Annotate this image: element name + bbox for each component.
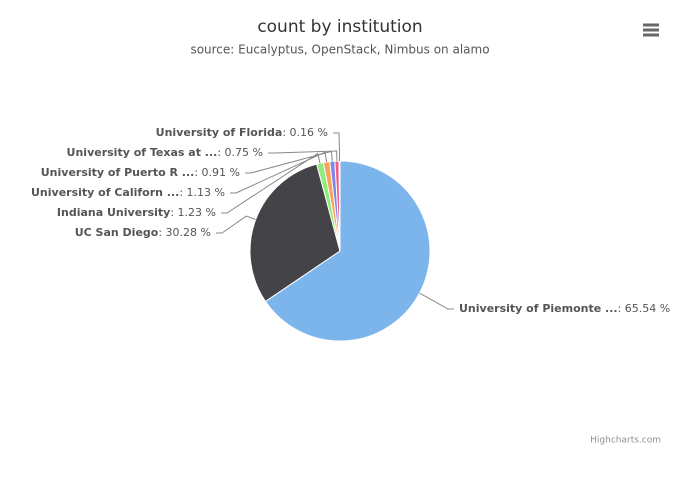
data-label: University of Californ ...: 1.13 % [31,186,225,199]
label-value: : 1.23 % [170,206,216,219]
menu-icon[interactable] [643,23,659,37]
chart-subtitle: source: Eucalyptus, OpenStack, Nimbus on… [190,43,489,57]
label-name: University of Piemonte ... [459,302,618,315]
label-name: University of Texas at ... [67,146,218,159]
label-value: : 0.75 % [217,146,263,159]
credits[interactable]: Highcharts.com [590,436,661,446]
label-value: : 1.13 % [179,186,225,199]
data-label: University of Florida: 0.16 % [156,126,328,139]
pie-slice [338,160,341,252]
connector [268,150,338,162]
data-label: UC San Diego: 30.28 % [75,226,211,239]
label-name: University of Californ ... [31,186,179,199]
label-name: University of Puerto R ... [41,166,195,179]
data-label: University of Piemonte ...: 65.54 % [459,302,670,315]
data-label: Indiana University: 1.23 % [57,206,216,219]
data-label: University of Texas at ...: 0.75 % [67,146,263,159]
label-value: : 65.54 % [618,302,671,315]
connector [221,152,321,214]
chart-title: count by institution [257,17,422,37]
menu-button[interactable] [641,21,660,38]
connector [230,151,328,194]
label-value: : 30.28 % [158,226,211,239]
pie-slice [264,160,431,342]
connector [333,132,341,162]
label-name: UC San Diego [75,226,159,239]
connector [216,215,256,234]
label-value: : 0.16 % [282,126,328,139]
label-value: : 0.91 % [194,166,240,179]
label-name: University of Florida [156,126,283,139]
connector [419,292,454,310]
label-name: Indiana University [57,206,170,219]
connector [245,150,333,174]
data-label: University of Puerto R ...: 0.91 % [41,166,240,179]
